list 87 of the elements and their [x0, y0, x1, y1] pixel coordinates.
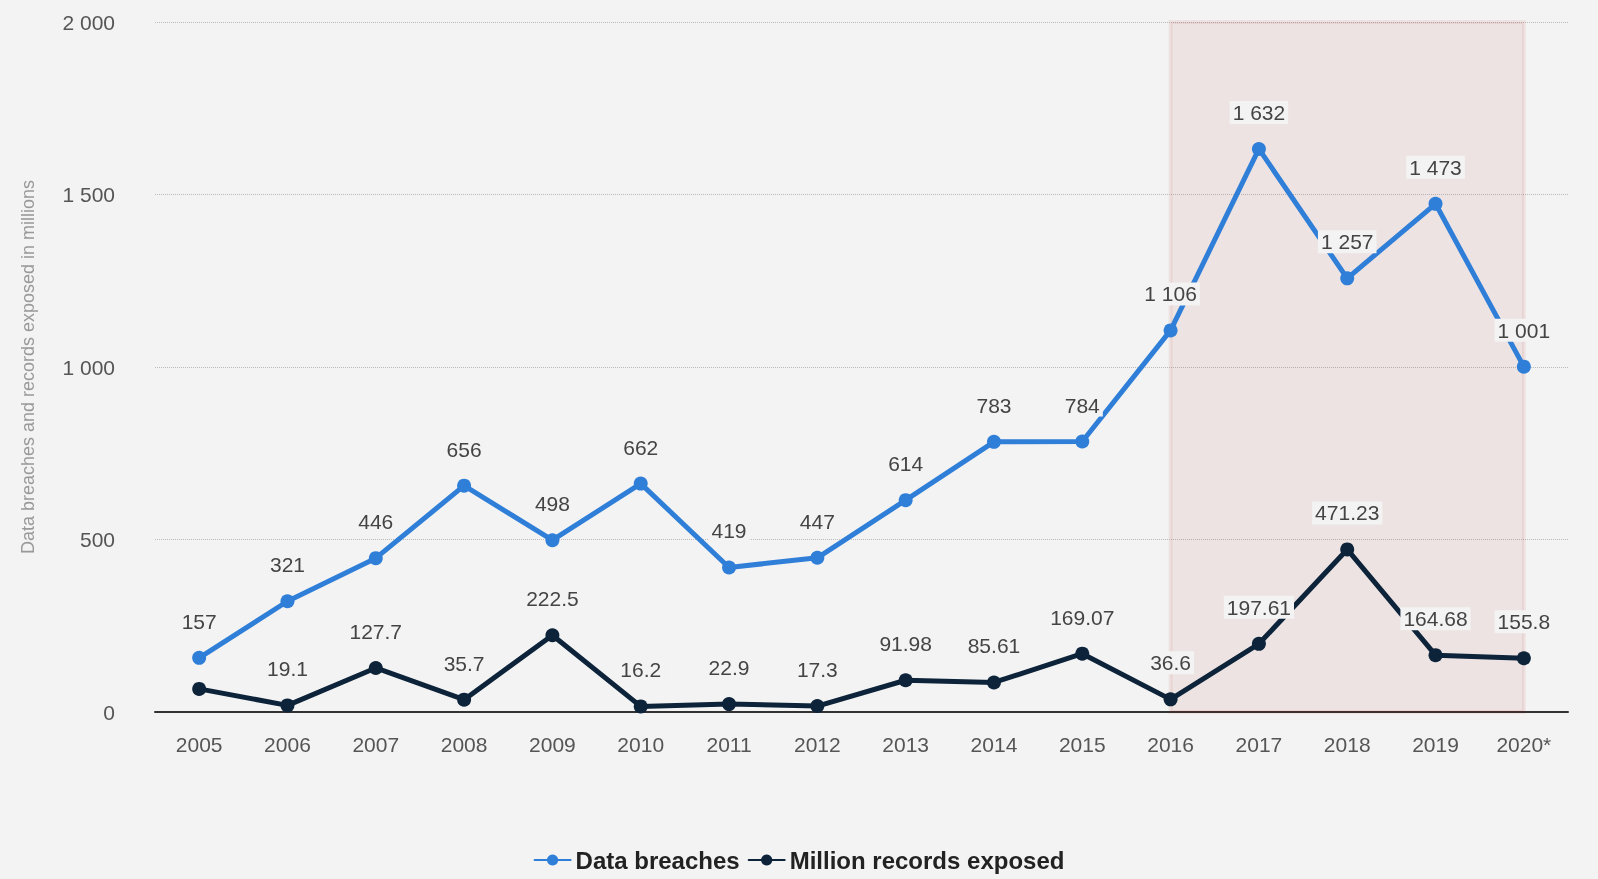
data-label: 1 473: [1409, 155, 1462, 179]
data-label: 662: [623, 435, 659, 459]
data-label: 321: [269, 553, 305, 577]
data-label: 222.5: [526, 587, 579, 611]
data-label: 1 632: [1232, 100, 1286, 124]
data-label: 35.7: [443, 651, 485, 675]
point: [1340, 271, 1355, 286]
x-tick-label: 2018: [1323, 733, 1371, 756]
point: [457, 692, 472, 707]
data-label: 85.61: [967, 634, 1021, 658]
x-tick-label: 2016: [1147, 733, 1194, 756]
data-label: 164.68: [1403, 607, 1468, 631]
y-axis-title: Data breaches and records exposed in millions: [18, 179, 38, 555]
data-label: 1 106: [1144, 282, 1197, 306]
data-label: 16.2: [620, 658, 662, 682]
x-tick-label: 2009: [529, 733, 576, 756]
data-label: 656: [446, 437, 482, 461]
data-label: 783: [976, 393, 1012, 417]
point: [986, 675, 1001, 690]
y-tick-label: 500: [79, 528, 115, 551]
point: [898, 673, 913, 688]
data-label: 447: [799, 509, 835, 533]
point: [368, 660, 383, 675]
point: [368, 551, 383, 566]
point: [633, 476, 648, 491]
point: [1163, 692, 1178, 707]
point: [1516, 651, 1531, 666]
data-label: 614: [888, 452, 924, 476]
point: [1428, 648, 1443, 663]
point: [1251, 636, 1266, 651]
legend-label: Data breaches: [575, 846, 740, 874]
x-tick-label: 2013: [882, 733, 930, 756]
data-label: 197.61: [1226, 595, 1292, 619]
data-label: 169.07: [1050, 605, 1115, 629]
data-label: 1 001: [1497, 318, 1551, 342]
y-tick-label: 1 500: [62, 183, 115, 206]
data-label: 22.9: [708, 656, 750, 680]
point: [722, 697, 737, 712]
data-label: 1 257: [1320, 230, 1374, 254]
legend-label: Million records exposed: [789, 846, 1065, 874]
x-tick-label: 2011: [706, 733, 752, 756]
data-label: 446: [358, 510, 394, 534]
data-label: 91.98: [879, 632, 932, 656]
data-label: 127.7: [349, 619, 403, 643]
point: [457, 478, 472, 493]
point: [1428, 196, 1443, 211]
x-tick-label: 2020*: [1496, 733, 1552, 756]
point: [545, 628, 560, 643]
data-label: 419: [711, 519, 747, 543]
data-label: 471.23: [1315, 501, 1380, 525]
x-tick-label: 2005: [175, 733, 223, 756]
data-label: 19.1: [267, 657, 308, 681]
x-tick-label: 2012: [793, 733, 841, 756]
data-label: 784: [1064, 393, 1101, 417]
y-tick-label: 1 000: [62, 355, 115, 379]
x-tick-label: 2007: [352, 733, 400, 756]
point: [810, 550, 825, 565]
point: [1075, 434, 1090, 449]
data-label: 498: [534, 492, 570, 516]
y-tick-label: 0: [103, 700, 115, 724]
point: [633, 699, 648, 714]
point: [810, 699, 825, 714]
point: [1075, 646, 1090, 661]
x-tick-label: 2019: [1412, 733, 1459, 756]
point: [1340, 542, 1355, 557]
x-tick-label: 2010: [617, 733, 665, 756]
point: [280, 594, 295, 609]
x-tick-label: 2008: [440, 733, 488, 756]
data-label: 36.6: [1150, 651, 1192, 675]
x-tick-label: 2014: [970, 733, 1018, 756]
point: [986, 434, 1001, 449]
point: [722, 560, 737, 575]
point: [545, 533, 560, 548]
point: [192, 681, 207, 696]
x-tick-label: 2017: [1235, 733, 1283, 756]
point: [898, 493, 913, 508]
point: [1516, 359, 1531, 374]
data-label: 17.3: [796, 658, 838, 682]
point: [1163, 323, 1178, 338]
point: [1251, 141, 1266, 156]
point: [280, 698, 295, 713]
x-tick-label: 2006: [264, 733, 311, 756]
data-label: 157: [181, 609, 217, 633]
y-tick-label: 2 000: [62, 10, 115, 34]
data-label: 155.8: [1497, 610, 1551, 634]
point: [192, 650, 207, 665]
x-tick-label: 2015: [1058, 733, 1106, 756]
